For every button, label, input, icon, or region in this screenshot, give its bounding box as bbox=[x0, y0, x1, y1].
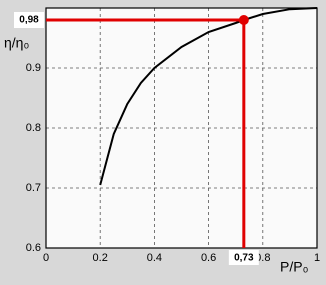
x-label-box bbox=[228, 250, 259, 265]
x-tick-label: 0.6 bbox=[201, 252, 216, 264]
x-axis-label: P/P₀ bbox=[280, 259, 309, 275]
y-tick-label: 0.7 bbox=[26, 182, 41, 194]
y-tick-label: 0.9 bbox=[26, 62, 41, 74]
annotation-y-label: 0,98 bbox=[19, 15, 39, 26]
annotation-point bbox=[238, 15, 249, 25]
x-tick-label: 1 bbox=[314, 252, 320, 264]
x-tick-label: 0.2 bbox=[93, 252, 108, 264]
annotation-x-label: 0,73 bbox=[234, 253, 254, 264]
y-label-box bbox=[14, 12, 44, 28]
x-tick-label: 0.4 bbox=[147, 252, 162, 264]
y-tick-label: 0.8 bbox=[26, 122, 41, 134]
y-tick-label: 0.6 bbox=[26, 242, 41, 254]
x-tick-label: 0 bbox=[43, 252, 49, 264]
y-axis-label: η/η₀ bbox=[4, 35, 29, 51]
x-tick-label: 0.8 bbox=[255, 252, 270, 264]
plot-frame bbox=[45, 7, 318, 249]
curve bbox=[99, 7, 318, 186]
